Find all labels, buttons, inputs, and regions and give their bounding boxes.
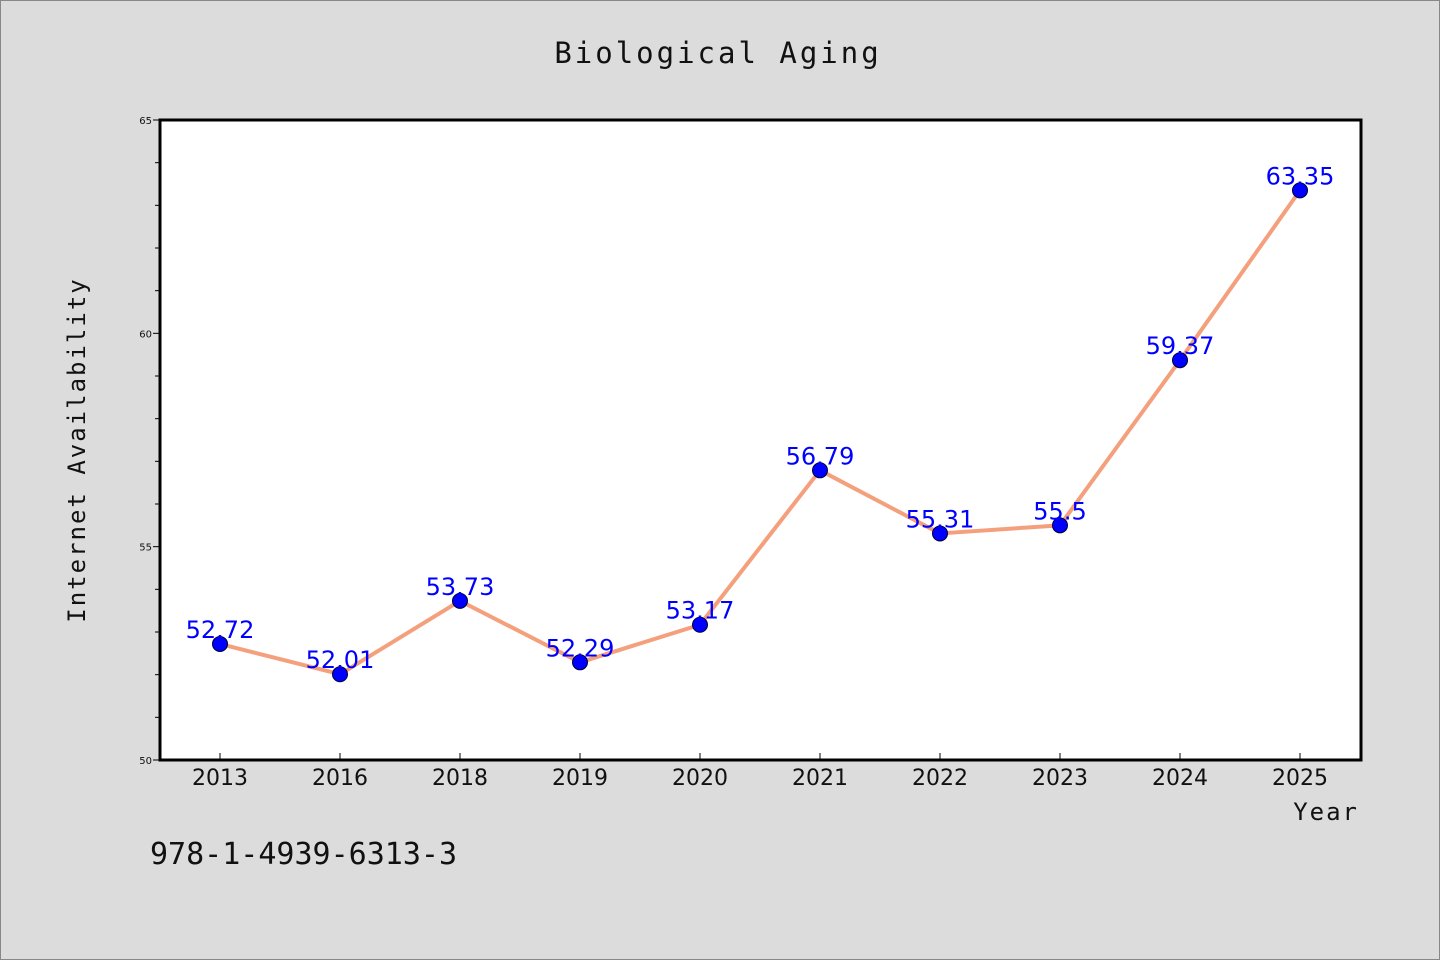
data-point [212, 635, 228, 652]
data-label: 53.17 [666, 597, 735, 625]
data-point [692, 616, 708, 633]
data-markers [212, 182, 1308, 683]
data-point [1292, 182, 1308, 199]
y-axis-label: Internet Availability [63, 277, 91, 622]
x-tick-label: 2022 [912, 766, 968, 791]
data-label: 56.79 [786, 442, 855, 470]
x-tick-label: 2013 [192, 766, 248, 791]
x-tick-label: 2019 [552, 766, 608, 791]
data-label: 59.37 [1146, 332, 1215, 360]
data-label: 53.73 [426, 573, 495, 601]
y-tick-label: 65 [139, 116, 152, 127]
data-label: 52.72 [186, 616, 255, 644]
data-point [1172, 352, 1188, 369]
data-label: 55.5 [1033, 497, 1086, 525]
x-tick-label: 2023 [1032, 766, 1088, 791]
data-point [332, 666, 348, 683]
x-tick-label: 2025 [1272, 766, 1328, 791]
data-point [1052, 517, 1068, 534]
x-axis: 2013 2016 2018 2019 2020 2021 2022 2023 2024 2025 [192, 753, 1328, 791]
y-tick-label: 50 [139, 756, 152, 767]
series-line [219, 189, 1302, 677]
x-tick-label: 2016 [312, 766, 368, 791]
data-label: 63.35 [1266, 162, 1335, 190]
data-point [572, 654, 588, 671]
data-label: 55.31 [906, 505, 975, 533]
x-tick-label: 2018 [432, 766, 488, 791]
chart-title: Biological Aging [554, 36, 881, 70]
y-tick-label: 60 [139, 329, 152, 340]
data-label: 52.01 [306, 646, 375, 674]
footnote-isbn: 978-1-4939-6313-3 [150, 837, 457, 872]
plot-area [160, 120, 1361, 760]
x-tick-label: 2021 [792, 766, 848, 791]
x-tick-label: 2024 [1152, 766, 1208, 791]
x-axis-label: Year [1293, 798, 1359, 826]
data-point [932, 525, 948, 542]
data-point [452, 592, 468, 609]
y-tick-label: 55 [139, 543, 152, 554]
plot-frame [158, 118, 1363, 762]
data-labels: 52.72 52.01 53.73 52.29 53.17 56.79 55.31 55.5 5… [186, 162, 1335, 674]
data-point [812, 462, 828, 479]
data-label: 52.29 [546, 634, 615, 662]
x-tick-label: 2020 [672, 766, 728, 791]
